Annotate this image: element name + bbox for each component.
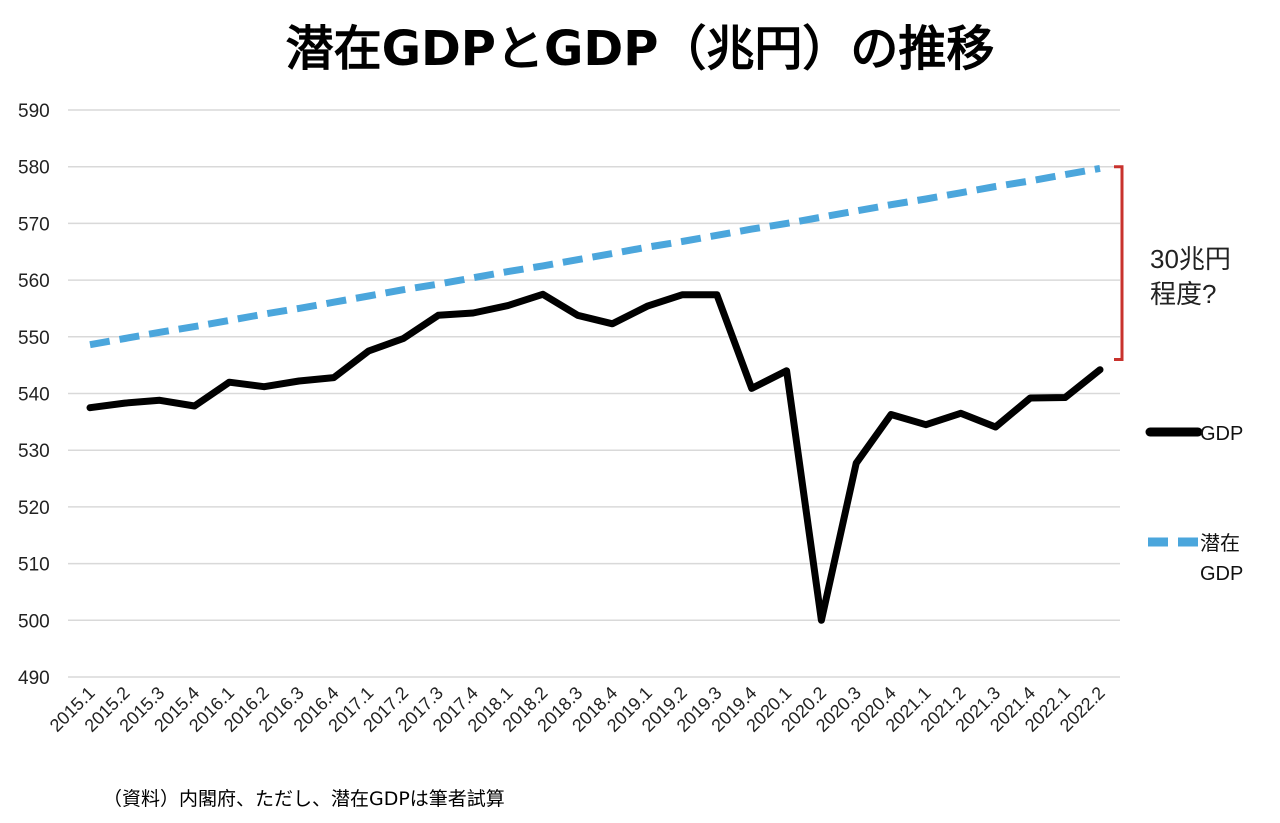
source-note: （資料）内閣府、ただし、潜在GDPは筆者試算 <box>103 788 505 810</box>
y-tick-label-590: 590 <box>18 101 50 122</box>
annotation-text-line-1: 30兆円 <box>1150 244 1231 274</box>
grid-lines <box>68 109 1120 678</box>
y-tick-label-500: 500 <box>18 611 50 632</box>
y-tick-label-570: 570 <box>18 214 50 235</box>
chart-title: 潜在GDPとGDP（兆円）の推移 <box>286 21 995 77</box>
y-tick-label-560: 560 <box>18 271 50 292</box>
x-axis-ticks: 2015.12015.22015.32015.42016.12016.22016… <box>46 683 1109 736</box>
difference-bracket <box>1114 165 1124 361</box>
series-line-potential-gdp <box>89 164 1101 349</box>
y-tick-label-520: 520 <box>18 498 50 519</box>
y-tick-label-510: 510 <box>18 555 50 576</box>
legend: GDP 潜在 GDP <box>1145 423 1243 585</box>
annotation-text-line-2: 程度? <box>1150 279 1216 309</box>
legend-label-potential-gdp-line-2: GDP <box>1200 563 1243 585</box>
y-axis-ticks: 490 500 510 520 530 540 550 560 570 580 590 <box>18 101 50 689</box>
series-layer <box>86 164 1104 624</box>
y-tick-label-550: 550 <box>18 328 50 349</box>
y-tick-label-490: 490 <box>18 668 50 689</box>
y-tick-label-580: 580 <box>18 158 50 179</box>
y-tick-label-540: 540 <box>18 385 50 406</box>
y-tick-label-530: 530 <box>18 441 50 462</box>
legend-label-gdp: GDP <box>1200 423 1243 445</box>
legend-label-potential-gdp-line-1: 潜在 <box>1200 532 1240 555</box>
series-line-gdp <box>86 290 1104 624</box>
